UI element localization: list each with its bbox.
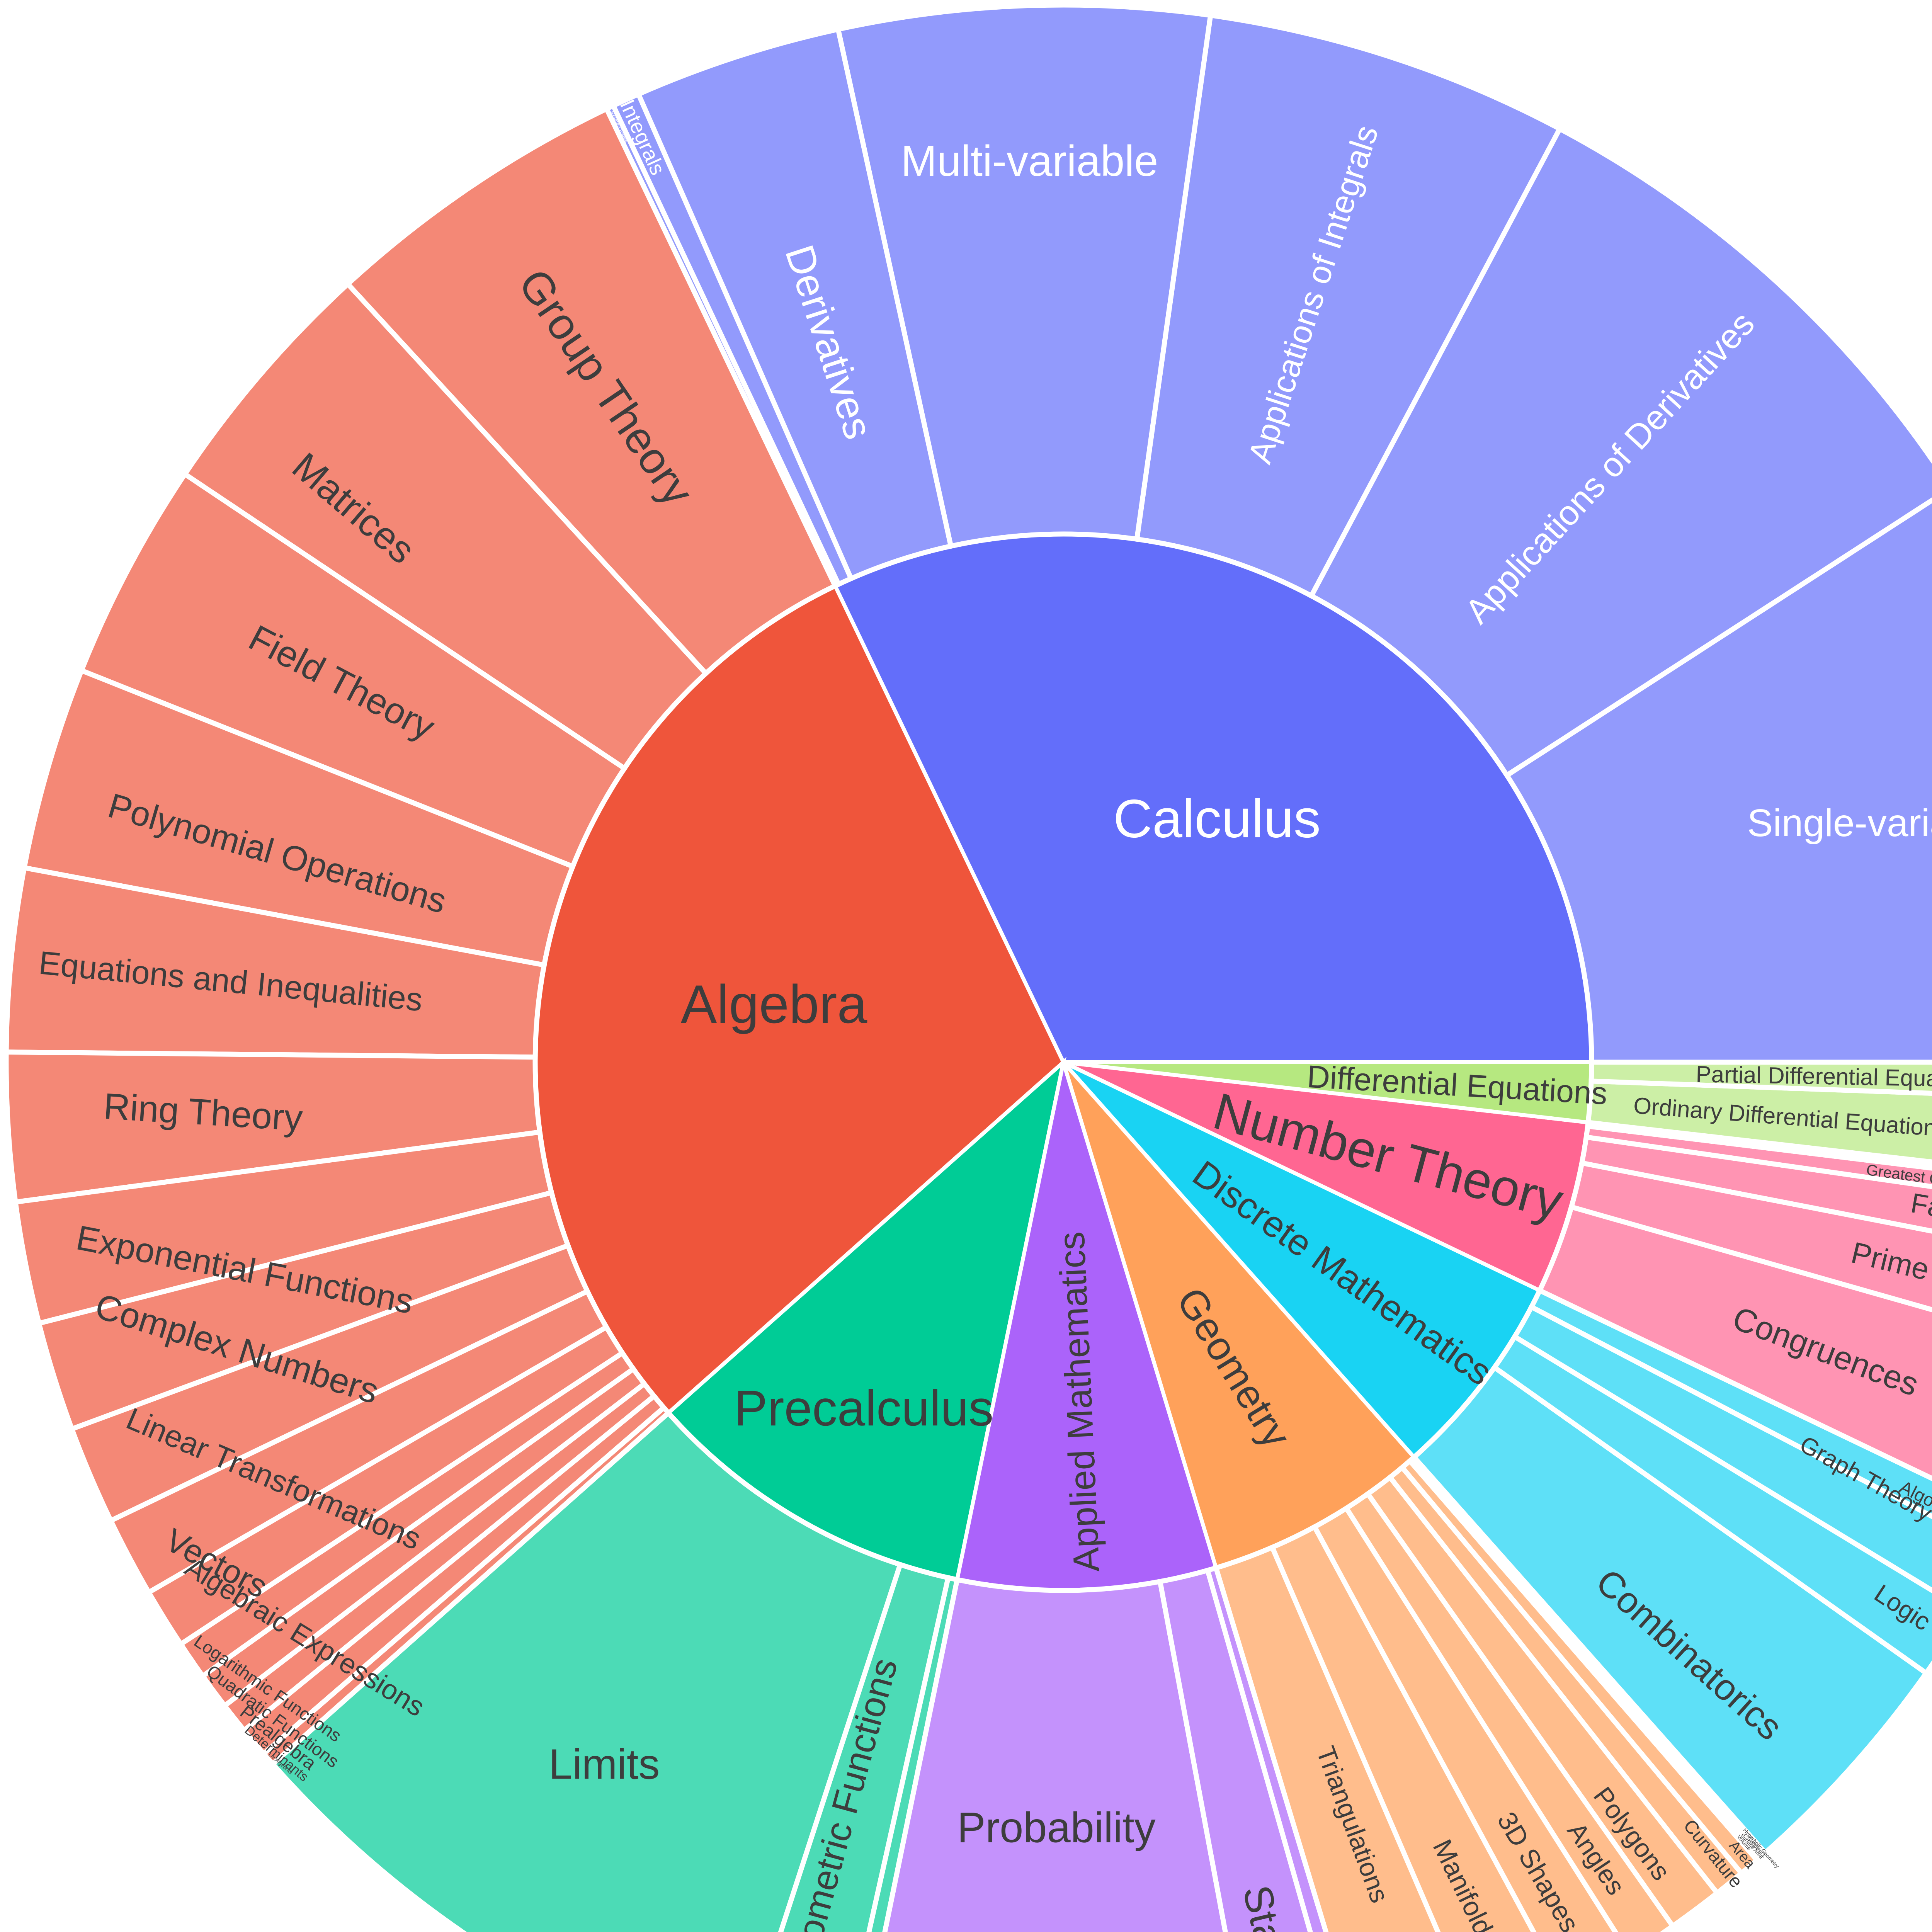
- svg-text:Algebra: Algebra: [681, 974, 867, 1034]
- svg-text:Calculus: Calculus: [1113, 788, 1321, 849]
- svg-text:Limits: Limits: [549, 1740, 660, 1788]
- svg-text:Multi-variable: Multi-variable: [901, 137, 1158, 185]
- svg-text:Single-variable: Single-variable: [1747, 801, 1932, 845]
- svg-text:Precalculus: Precalculus: [734, 1380, 994, 1436]
- svg-text:Probability: Probability: [957, 1804, 1156, 1851]
